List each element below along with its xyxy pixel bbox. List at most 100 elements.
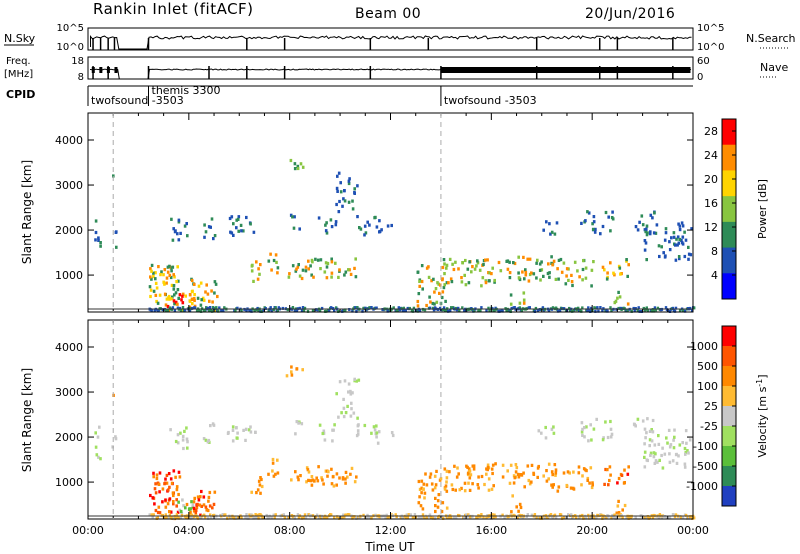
echo-cell: [165, 297, 169, 301]
echo-cell: [558, 308, 562, 312]
echo-cell: [565, 267, 569, 271]
echo-cell: [94, 219, 98, 223]
echo-cell: [344, 411, 348, 415]
nsearch-tick-bottom: 10^0: [697, 42, 724, 53]
echo-cell: [327, 470, 330, 474]
echo-cell: [466, 471, 470, 475]
echo-cell: [581, 278, 584, 282]
echo-cell: [492, 484, 495, 488]
echo-cell: [648, 438, 652, 442]
echo-cell: [454, 260, 457, 264]
echo-cell: [486, 465, 490, 469]
echo-cell: [439, 477, 443, 481]
echo-cell: [559, 513, 563, 517]
echo-cell: [539, 278, 542, 282]
echo-cell: [476, 515, 479, 519]
echo-cell: [163, 292, 167, 296]
echo-cell: [152, 475, 155, 479]
echo-cell: [421, 513, 425, 517]
echo-cell: [595, 515, 598, 519]
echo-cell: [208, 490, 212, 495]
echo-cell: [205, 283, 208, 287]
echo-cell: [554, 468, 558, 472]
echo-cell: [425, 516, 429, 520]
echo-cell: [501, 309, 504, 313]
echo-cell: [664, 227, 668, 231]
echo-cell: [516, 516, 519, 520]
echo-cell: [338, 516, 341, 520]
echo-cell: [353, 515, 356, 519]
colorbar-swatch: [722, 196, 736, 223]
echo-cell: [208, 309, 211, 313]
echo-cell: [344, 308, 347, 312]
echo-cell: [601, 309, 604, 313]
echo-cell: [515, 466, 519, 470]
echo-cell: [344, 270, 348, 274]
echo-cell: [340, 411, 343, 415]
echo-cell: [548, 271, 551, 275]
echo-cell: [256, 513, 259, 517]
echo-cell: [530, 271, 533, 275]
echo-cell: [580, 221, 583, 225]
echo-cell: [94, 238, 97, 242]
velocity-cells: [88, 365, 696, 521]
echo-cell: [549, 513, 553, 516]
echo-cell: [452, 267, 456, 272]
echo-cell: [608, 465, 612, 469]
echo-cell: [194, 508, 198, 512]
echo-cell: [387, 309, 390, 313]
echo-cell: [152, 274, 155, 279]
echo-cell: [158, 471, 162, 475]
echo-cell: [588, 481, 591, 485]
echo-cell: [510, 306, 513, 310]
echo-cell: [331, 475, 335, 479]
echo-cell: [260, 484, 264, 489]
echo-cell: [311, 309, 315, 312]
echo-cell: [375, 424, 378, 428]
echo-cell: [174, 439, 178, 444]
echo-cell: [272, 258, 276, 263]
echo-cell: [375, 225, 379, 229]
echo-cell: [186, 446, 189, 450]
echo-cell: [319, 258, 323, 262]
echo-cell: [609, 427, 613, 431]
echo-cell: [689, 306, 692, 310]
echo-cell: [170, 481, 174, 485]
echo-cell: [397, 306, 400, 310]
echo-cell: [336, 174, 339, 178]
echo-cell: [157, 265, 160, 269]
x-tick-label: 12:00: [375, 524, 407, 537]
echo-cell: [163, 282, 166, 286]
echo-cell: [354, 306, 357, 310]
echo-cell: [356, 215, 359, 219]
echo-cell: [601, 516, 604, 520]
echo-cell: [154, 293, 158, 297]
echo-cell: [150, 277, 153, 281]
echo-cell: [320, 306, 324, 310]
echo-cell: [528, 257, 532, 261]
echo-cell: [179, 231, 182, 235]
echo-cell: [256, 488, 260, 492]
echo-cell: [301, 368, 304, 372]
echo-cell: [162, 273, 165, 277]
echo-cell: [291, 306, 295, 309]
echo-cell: [678, 228, 682, 232]
echo-cell: [577, 465, 581, 469]
echo-cell: [552, 425, 555, 429]
echo-cell: [166, 309, 170, 313]
echo-cell: [672, 438, 675, 442]
echo-cell: [648, 444, 651, 448]
echo-cell: [293, 167, 297, 171]
echo-cell: [171, 306, 175, 310]
echo-cell: [601, 265, 605, 269]
echo-cell: [683, 254, 687, 259]
nsky-line: [89, 34, 692, 50]
echo-cell: [556, 489, 560, 493]
echo-cell: [330, 467, 333, 471]
echo-cell: [296, 164, 300, 168]
echo-cell: [215, 306, 218, 310]
echo-cell: [613, 301, 617, 305]
echo-cell: [418, 495, 421, 499]
echo-cell: [590, 485, 594, 490]
echo-cell: [654, 459, 658, 463]
